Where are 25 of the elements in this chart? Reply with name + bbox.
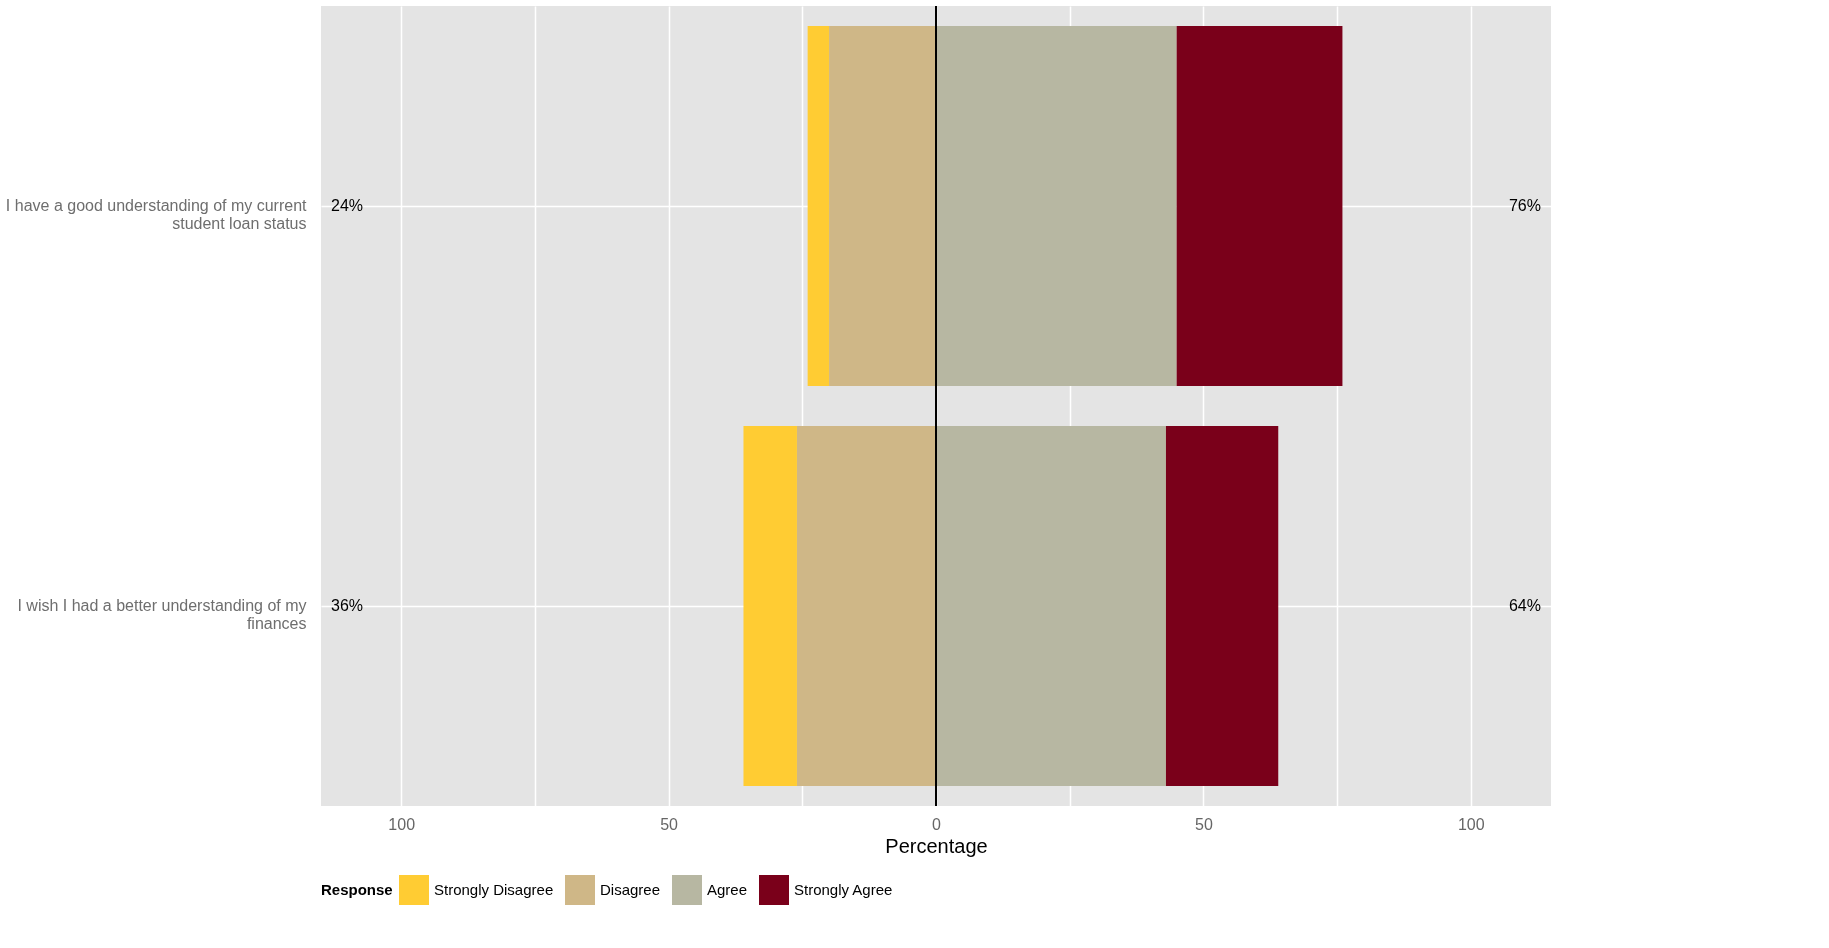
legend-title: Response (321, 881, 393, 898)
bar (796, 426, 936, 786)
x-tick-label: 50 (660, 815, 679, 833)
bar (743, 426, 797, 786)
legend-label: Agree (707, 881, 748, 898)
bar (936, 26, 1177, 386)
annotation: 76% (1508, 197, 1541, 214)
legend-label: Strongly Agree (794, 881, 893, 898)
y-tick-label: I wish I had a better understanding of my finances (17, 597, 307, 632)
bar (1165, 426, 1279, 786)
x-tick-label: 100 (388, 815, 416, 833)
bar (807, 26, 830, 386)
x-tick-label: 100 (1457, 815, 1485, 833)
annotation: 64% (1508, 597, 1541, 614)
legend-label: Strongly Disagree (434, 881, 554, 898)
x-axis-title: Percentage (885, 834, 988, 857)
annotation: 36% (331, 597, 364, 614)
bar (1176, 26, 1343, 386)
bar (936, 426, 1166, 786)
bar (829, 26, 936, 386)
legend-label: Disagree (600, 881, 661, 898)
annotation: 24% (331, 197, 364, 214)
y-tick-label: I have a good understanding of my current student loan status (5, 197, 308, 232)
x-tick-label: 50 (1194, 815, 1213, 833)
x-tick-label: 0 (932, 815, 942, 833)
